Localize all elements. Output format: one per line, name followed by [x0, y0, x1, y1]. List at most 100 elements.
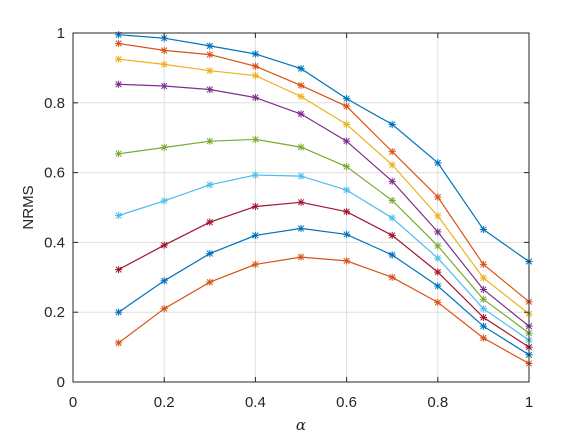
data-point-marker: [115, 80, 123, 88]
x-tick-label: 0.4: [245, 394, 266, 411]
x-axis-label: α: [296, 416, 306, 434]
data-point-marker: [115, 308, 123, 316]
data-point-marker: [343, 208, 351, 216]
y-tick-label: 0.4: [44, 234, 65, 251]
series-line: [118, 174, 530, 341]
data-point-marker: [206, 218, 214, 226]
data-point-marker: [388, 148, 396, 156]
data-point-marker: [297, 64, 305, 73]
data-point-marker: [251, 93, 259, 102]
series-line: [118, 256, 530, 365]
data-point-marker: [479, 295, 487, 303]
data-point-marker: [160, 241, 168, 249]
data-point-marker: [388, 161, 396, 169]
data-point-marker: [206, 278, 214, 286]
data-point-marker: [206, 51, 214, 59]
data-point-marker: [206, 181, 214, 189]
data-point-marker: [206, 85, 214, 94]
data-point-marker: [434, 254, 442, 262]
data-point-marker: [388, 177, 396, 185]
data-point-marker: [115, 211, 123, 220]
data-point-marker: [388, 231, 396, 240]
data-point-marker: [115, 55, 123, 63]
x-tick-label: 0: [69, 394, 77, 411]
y-tick-label: 1: [57, 25, 65, 42]
data-point-marker: [160, 143, 168, 152]
data-point-marker: [343, 95, 351, 103]
data-point-marker: [343, 120, 351, 129]
data-point-marker: [115, 339, 123, 347]
data-point-marker: [160, 305, 168, 313]
data-point-marker: [251, 62, 259, 70]
data-point-marker: [388, 196, 396, 205]
series-layer: [115, 31, 533, 368]
data-point-marker: [297, 224, 305, 233]
data-point-marker: [479, 313, 487, 322]
data-point-marker: [297, 143, 305, 151]
data-point-marker: [251, 71, 259, 80]
data-point-marker: [434, 282, 442, 290]
data-point-marker: [479, 334, 487, 342]
data-point-marker: [160, 46, 168, 55]
data-point-marker: [479, 260, 487, 268]
data-point-marker: [434, 268, 442, 276]
x-tick-label: 1: [525, 394, 533, 411]
data-point-marker: [479, 322, 487, 330]
series-5: [115, 135, 533, 337]
data-point-marker: [434, 242, 442, 250]
y-axis-label: NRMS: [20, 185, 37, 229]
data-point-marker: [479, 305, 487, 313]
data-point-marker: [160, 60, 168, 69]
x-axis-ticks: 0 0.2 0.4 0.6 0.8 1: [69, 33, 533, 411]
data-point-marker: [434, 298, 442, 307]
data-point-marker: [434, 212, 442, 220]
y-tick-label: 0.8: [44, 95, 65, 112]
data-point-marker: [206, 42, 214, 50]
y-tick-label: 0.6: [44, 165, 65, 182]
data-point-marker: [206, 137, 214, 145]
data-point-marker: [115, 150, 123, 158]
data-point-marker: [251, 202, 259, 211]
data-point-marker: [343, 230, 351, 238]
data-point-marker: [297, 198, 305, 206]
x-tick-label: 0.6: [336, 394, 357, 411]
series-6: [115, 171, 533, 344]
series-line: [118, 58, 530, 315]
data-point-marker: [160, 277, 168, 285]
data-point-marker: [160, 82, 168, 90]
data-point-marker: [343, 102, 351, 110]
data-point-marker: [388, 273, 396, 281]
data-point-marker: [388, 120, 396, 129]
plot-area-border: [72, 32, 530, 383]
data-point-marker: [251, 135, 259, 144]
data-point-marker: [434, 159, 442, 167]
plot-area-background: [73, 33, 529, 382]
data-point-marker: [297, 92, 305, 101]
y-tick-label: 0: [57, 374, 65, 391]
data-point-marker: [388, 251, 396, 259]
x-tick-label: 0.8: [427, 394, 448, 411]
y-axis-ticks: 0 0.2 0.4 0.6 0.8 1: [44, 25, 529, 391]
data-point-marker: [206, 249, 214, 258]
y-tick-label: 0.2: [44, 304, 65, 321]
data-point-marker: [251, 171, 259, 179]
data-point-marker: [251, 260, 259, 268]
data-point-marker: [343, 257, 351, 265]
series-line: [118, 138, 530, 334]
x-tick-label: 0.2: [154, 394, 175, 411]
data-point-marker: [297, 81, 305, 89]
data-point-marker: [343, 186, 351, 194]
series-7: [115, 198, 533, 351]
data-point-marker: [160, 34, 168, 42]
data-point-marker: [297, 172, 305, 180]
data-point-marker: [343, 137, 351, 145]
data-point-marker: [479, 225, 487, 234]
data-point-marker: [479, 274, 487, 282]
series-line: [118, 34, 530, 263]
data-point-marker: [206, 67, 214, 75]
series-line: [118, 83, 530, 327]
series-3: [115, 55, 533, 318]
data-point-marker: [434, 193, 442, 201]
